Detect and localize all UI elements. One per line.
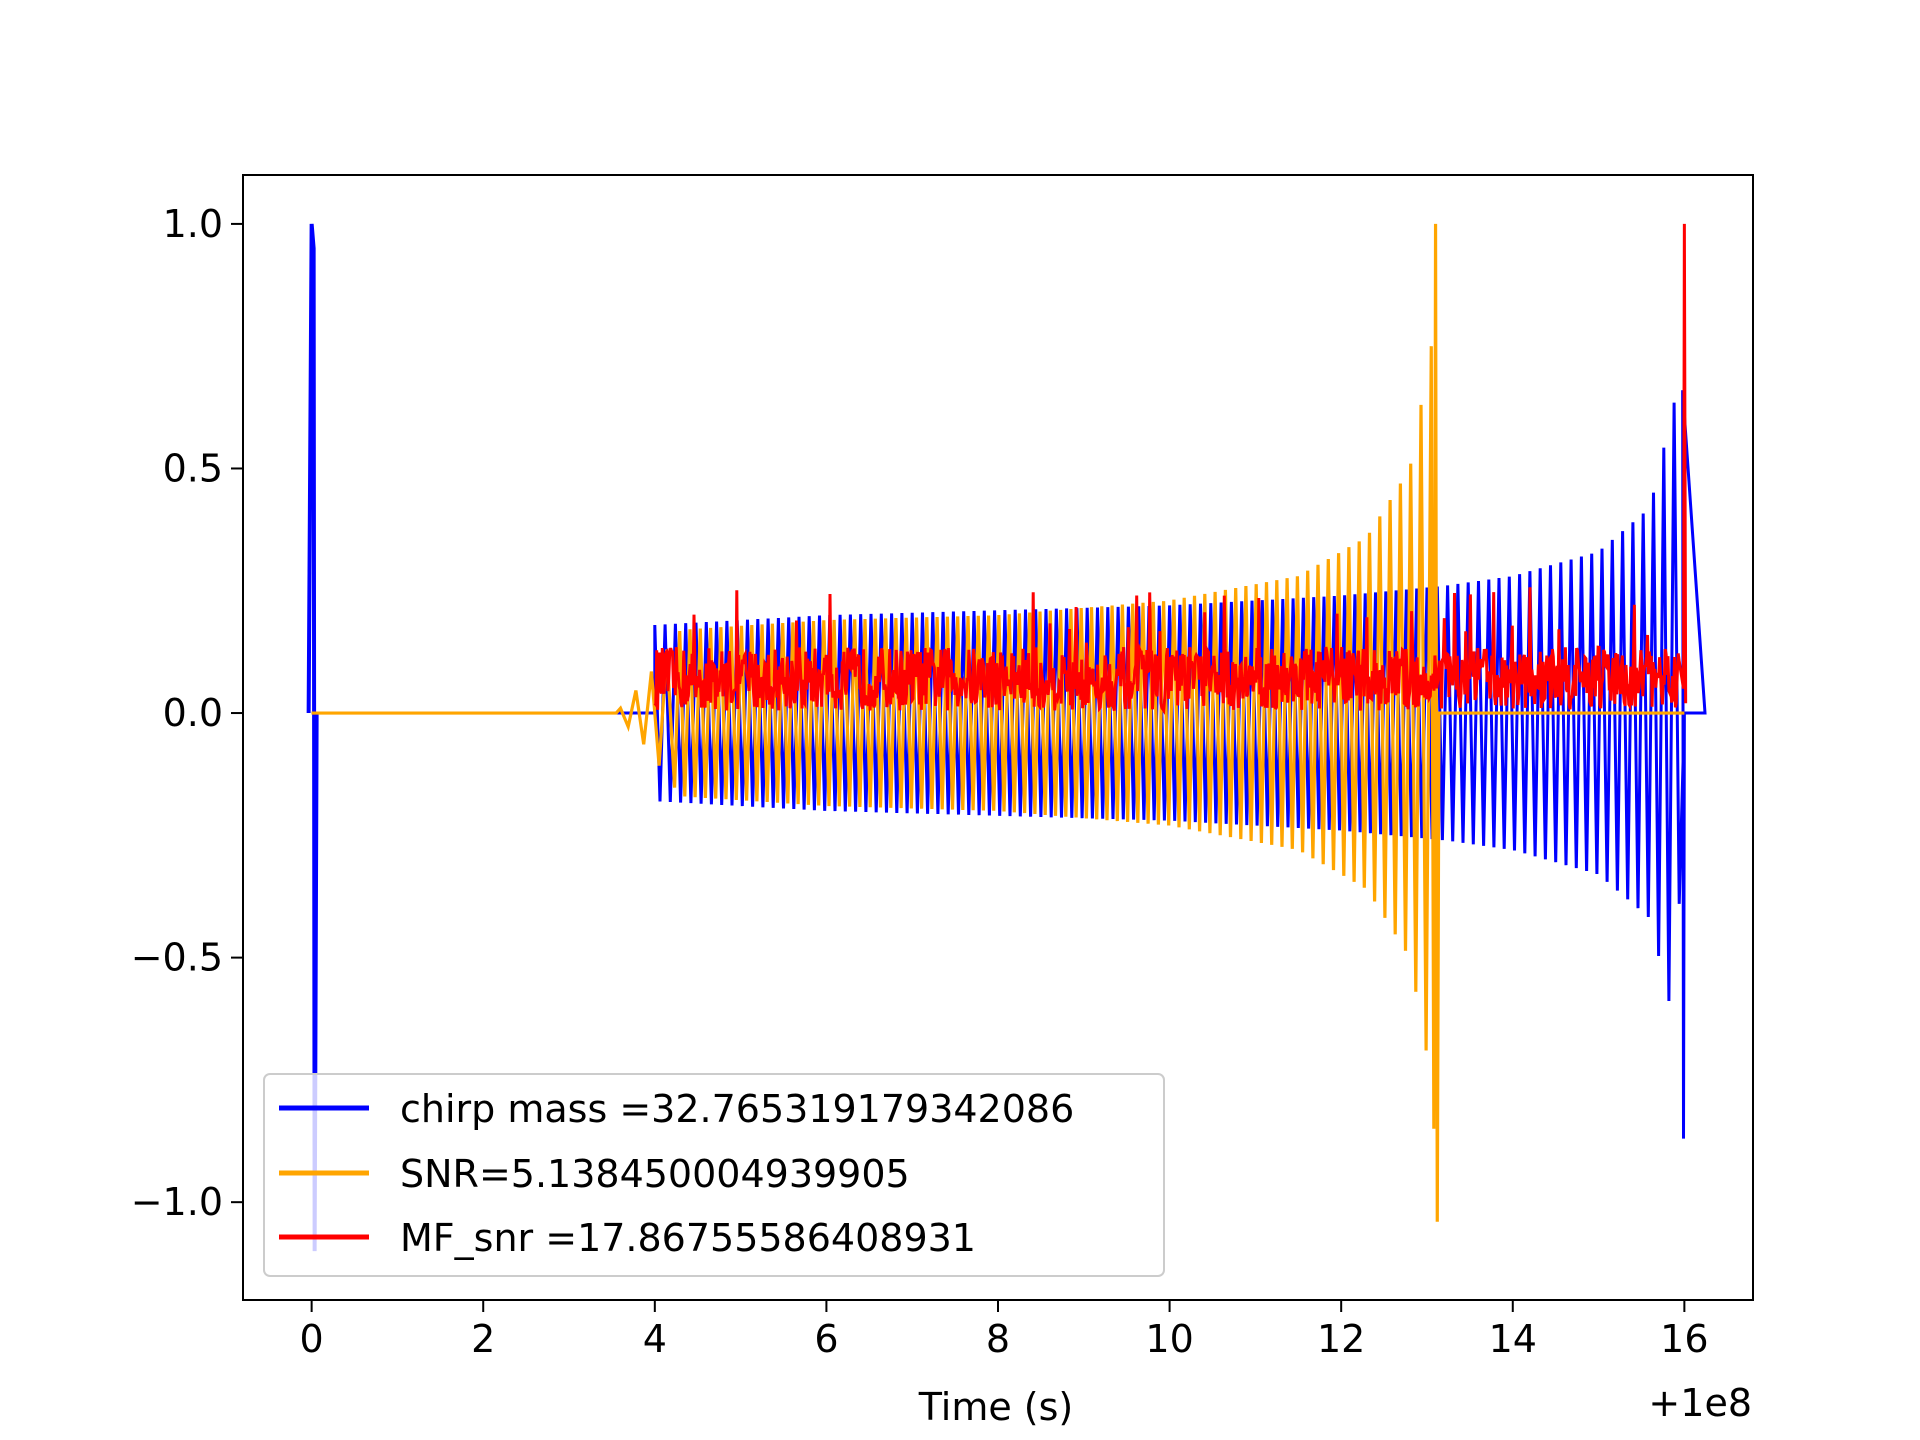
series-chirp-spike	[306, 223, 319, 1252]
x-tick-label: 2	[471, 1317, 495, 1361]
y-tick-label: −1.0	[131, 1180, 223, 1224]
x-axis-label: Time (s)	[918, 1385, 1074, 1429]
x-tick-label: 8	[986, 1317, 1010, 1361]
x-tick-label: 6	[814, 1317, 838, 1361]
x-tick-label: 14	[1489, 1317, 1537, 1361]
x-tick-label: 12	[1317, 1317, 1365, 1361]
x-axis-offset-label: +1e8	[1648, 1381, 1752, 1425]
x-tick-label: 0	[300, 1317, 324, 1361]
legend-label-snr: SNR=5.138450004939905	[400, 1152, 910, 1196]
legend: chirp mass =32.765319179342086 SNR=5.138…	[263, 1073, 1165, 1277]
y-tick-label: 0.5	[163, 446, 223, 490]
legend-label-mf: MF_snr =17.86755586408931	[400, 1216, 976, 1260]
series-snr-line	[311, 223, 1685, 1222]
y-axis: 1.0 0.5 0.0 −0.5 −1.0	[131, 202, 243, 1224]
legend-box	[263, 1073, 1165, 1277]
legend-label-chirp: chirp mass =32.765319179342086	[400, 1087, 1074, 1131]
series-mf-snr-line	[653, 223, 1688, 716]
y-tick-label: −0.5	[131, 936, 223, 980]
series-layer	[306, 223, 1707, 1252]
x-tick-label: 10	[1145, 1317, 1193, 1361]
x-tick-label: 16	[1660, 1317, 1708, 1361]
y-tick-label: 0.0	[163, 691, 223, 735]
y-tick-label: 1.0	[163, 202, 223, 246]
x-axis: 0 2 4 6 8 10 12 14 16	[300, 1300, 1709, 1361]
x-tick-label: 4	[643, 1317, 667, 1361]
